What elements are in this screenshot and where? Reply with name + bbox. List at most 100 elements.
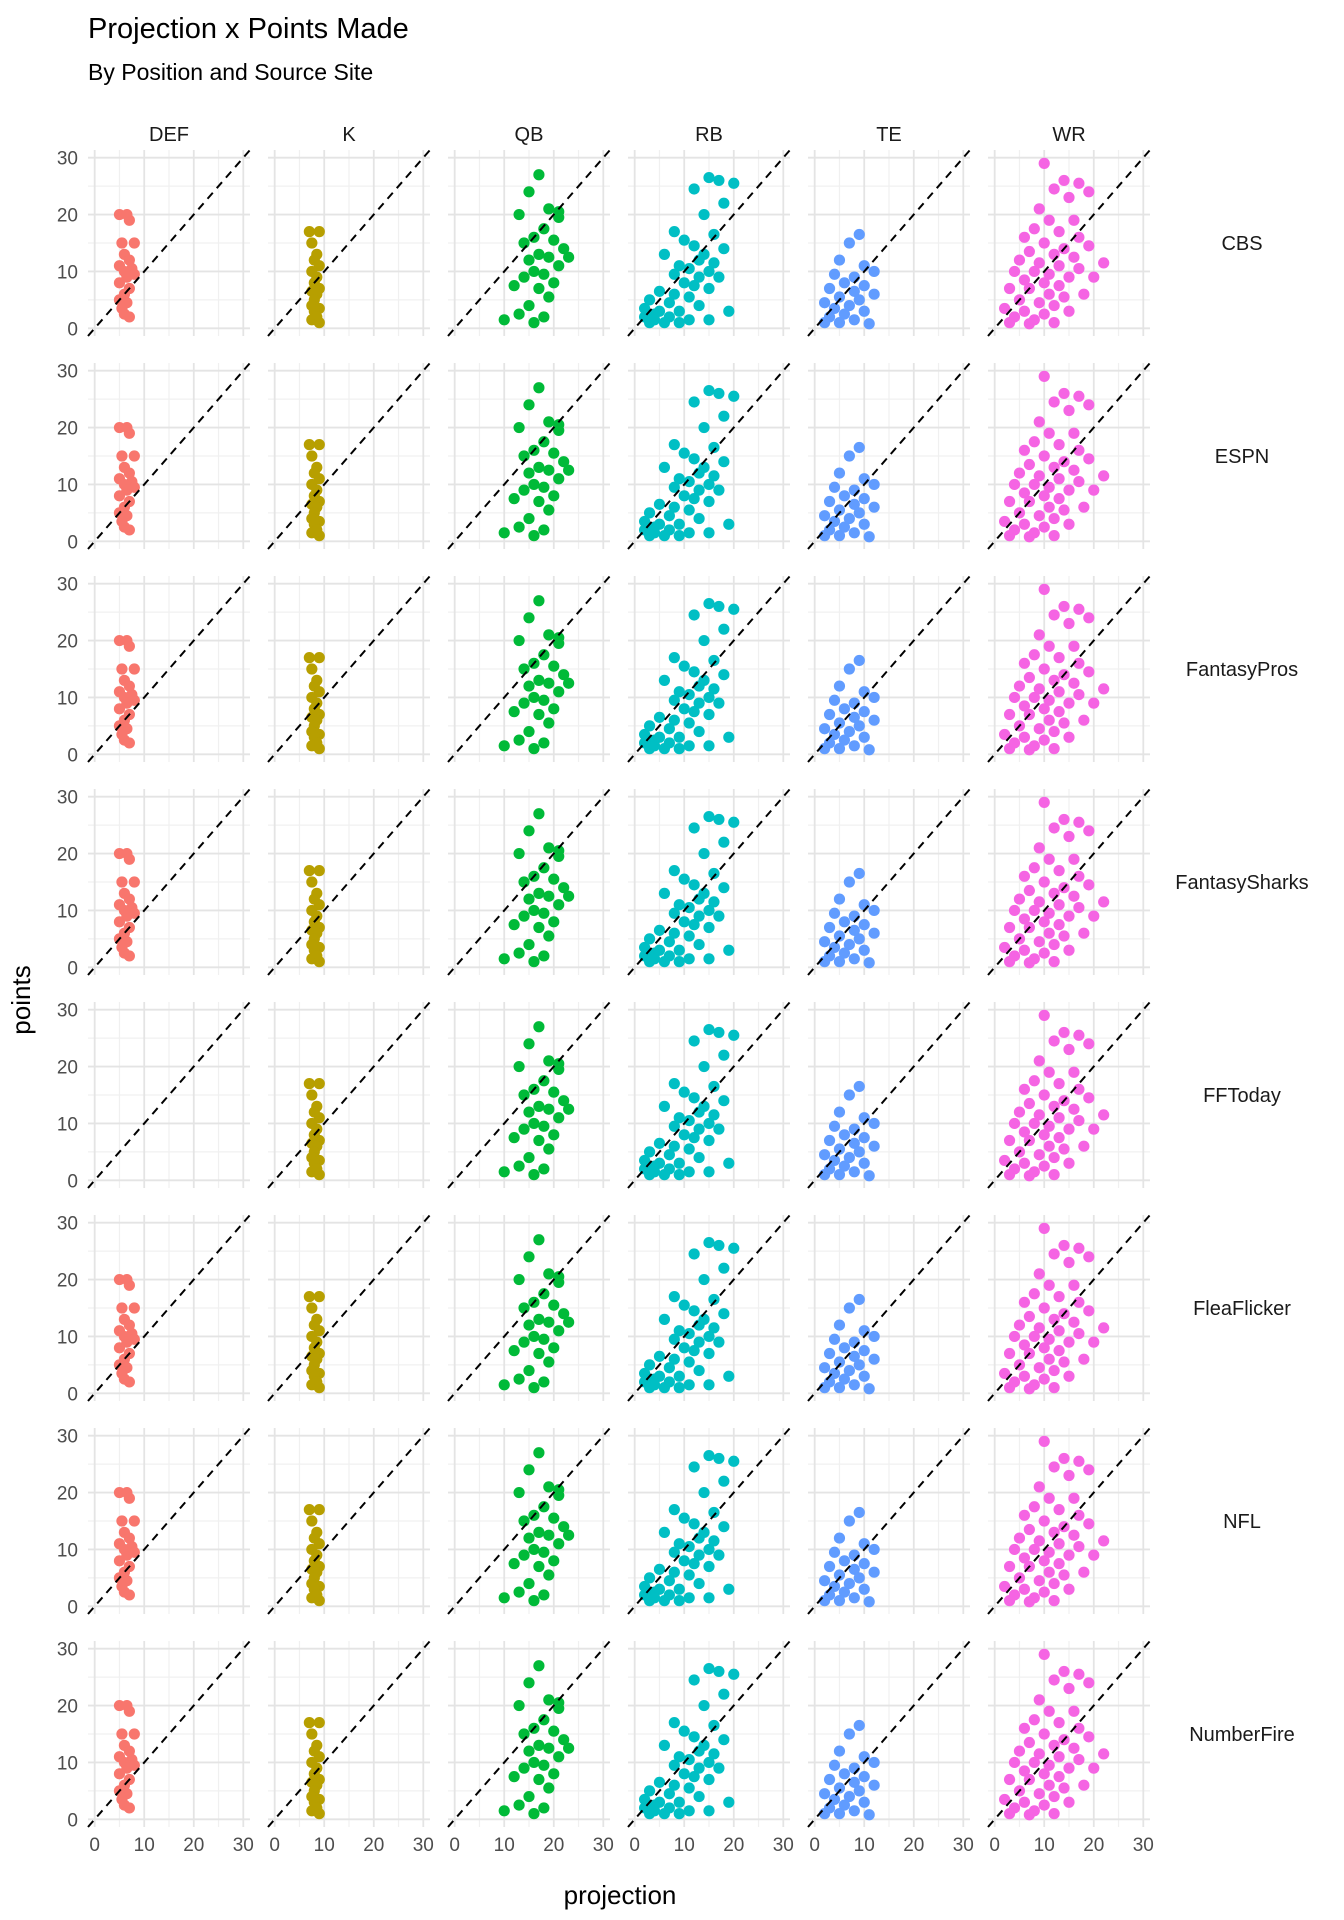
scatter-point <box>1063 1469 1075 1482</box>
scatter-point <box>1083 399 1095 411</box>
scatter-point <box>313 1808 325 1820</box>
scatter-point <box>818 1362 831 1374</box>
scatter-point <box>848 1805 860 1817</box>
y-tick-label: 30 <box>57 575 78 596</box>
scatter-point <box>653 924 666 936</box>
scatter-point <box>843 1364 855 1377</box>
scatter-point <box>703 1379 715 1391</box>
scatter-point <box>1043 640 1055 652</box>
scatter-point <box>678 1086 690 1098</box>
scatter-point <box>1058 813 1070 826</box>
scatter-point <box>818 1575 831 1587</box>
scatter-point <box>723 305 735 317</box>
scatter-point <box>723 518 735 530</box>
scatter-point <box>703 1543 715 1556</box>
scatter-point <box>1098 257 1110 269</box>
scatter-point <box>678 1555 690 1567</box>
scatter-point <box>123 680 135 692</box>
scatter-point <box>833 956 846 968</box>
scatter-point <box>833 1169 846 1181</box>
scatter-point <box>1048 248 1060 260</box>
scatter-point <box>1008 691 1021 704</box>
scatter-point <box>673 473 685 485</box>
scatter-point <box>1038 1129 1050 1141</box>
scatter-point <box>1083 666 1095 678</box>
scatter-point <box>698 1699 710 1712</box>
scatter-point <box>1073 1029 1085 1041</box>
scatter-point <box>688 1461 700 1473</box>
panel-fleaflicker-k <box>267 1214 431 1402</box>
scatter-point <box>1088 1336 1100 1348</box>
scatter-point <box>548 1555 560 1567</box>
scatter-point <box>828 268 841 280</box>
scatter-point <box>1058 600 1070 613</box>
scatter-point <box>678 277 690 289</box>
scatter-point <box>1043 288 1055 300</box>
scatter-point <box>548 1086 560 1098</box>
scatter-point <box>698 1486 710 1499</box>
scatter-point <box>723 1370 735 1382</box>
scatter-point <box>843 663 855 675</box>
scatter-point <box>538 694 550 706</box>
scatter-point <box>116 237 128 249</box>
scatter-point <box>128 663 140 675</box>
scatter-point <box>1073 1242 1085 1254</box>
scatter-point <box>533 461 545 473</box>
scatter-point <box>1068 1103 1080 1115</box>
scatter-point <box>653 285 666 297</box>
scatter-point <box>1048 725 1060 738</box>
scatter-point <box>683 1540 695 1553</box>
scatter-point <box>713 1336 725 1348</box>
panel-fantasysharks-rb <box>627 788 791 976</box>
scatter-point <box>513 1486 525 1499</box>
scatter-point <box>1048 1313 1060 1325</box>
y-tick-label: 30 <box>57 788 78 809</box>
scatter-point <box>653 711 666 723</box>
y-tick-label: 20 <box>57 1271 78 1292</box>
scatter-point <box>718 1475 730 1487</box>
scatter-point <box>703 810 715 823</box>
scatter-point <box>113 703 126 715</box>
scatter-point <box>648 314 661 326</box>
scatter-point <box>1048 609 1060 621</box>
scatter-point <box>693 1762 705 1774</box>
scatter-point <box>703 171 715 184</box>
scatter-point <box>523 612 535 624</box>
panel-nfl-def <box>87 1427 251 1615</box>
scatter-point <box>868 478 880 491</box>
scatter-point <box>558 1095 570 1107</box>
scatter-point <box>673 1538 685 1550</box>
scatter-point <box>643 294 656 306</box>
x-tick-label: 30 <box>953 1835 974 1856</box>
scatter-point <box>1083 879 1095 891</box>
scatter-point <box>1098 683 1110 695</box>
scatter-point <box>543 677 555 689</box>
scatter-point <box>843 1790 855 1803</box>
scatter-point <box>498 953 510 965</box>
scatter-point <box>563 1316 575 1328</box>
scatter-point <box>1043 1353 1055 1365</box>
scatter-point <box>1063 484 1075 496</box>
scatter-point <box>528 530 540 542</box>
y-tick-label: 20 <box>57 632 78 653</box>
scatter-point <box>553 1325 565 1337</box>
y-tick-label: 10 <box>57 475 78 496</box>
scatter-point <box>1068 853 1080 865</box>
facet-grid: DEF K QB RB TE WR CBS ESPN FantasyPros FantasySha… <box>57 124 1309 1856</box>
scatter-point <box>1028 649 1040 661</box>
scatter-point <box>728 1455 740 1467</box>
scatter-point <box>533 282 545 295</box>
y-tick-label: 20 <box>57 1697 78 1718</box>
facet-strip-fftoday: FFToday <box>1203 1085 1281 1107</box>
scatter-point <box>523 1745 535 1757</box>
x-tick-label: 20 <box>183 1835 204 1856</box>
scatter-point <box>723 1583 735 1595</box>
scatter-point <box>1073 1540 1085 1553</box>
scatter-point <box>1053 652 1065 664</box>
scatter-point <box>1073 1722 1085 1734</box>
scatter-point <box>303 1291 315 1303</box>
scatter-point <box>1068 1316 1080 1328</box>
scatter-point <box>116 1515 128 1527</box>
scatter-point <box>863 1809 875 1821</box>
scatter-point <box>1068 1492 1080 1504</box>
